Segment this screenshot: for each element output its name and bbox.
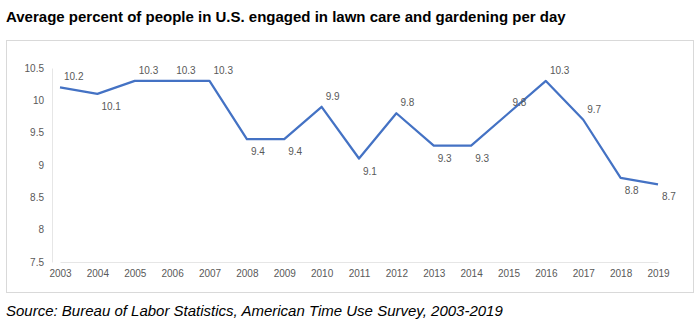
x-tick-label: 2005 bbox=[124, 268, 147, 279]
y-tick: 9.5 bbox=[30, 127, 52, 138]
x-tick: 2018 bbox=[610, 262, 633, 279]
y-tick: 10.5 bbox=[25, 63, 52, 74]
source: Source: Bureau of Labor Statistics, Amer… bbox=[6, 302, 503, 319]
title: Average percent of people in U.S. engage… bbox=[6, 8, 566, 25]
y-tick-label: 9 bbox=[38, 160, 44, 171]
x-tick: 2010 bbox=[311, 262, 334, 279]
x-tick-label: 2008 bbox=[236, 268, 259, 279]
plot-area bbox=[60, 81, 658, 184]
x-tick: 2009 bbox=[274, 262, 297, 279]
x-tick: 2003 bbox=[49, 262, 72, 279]
x-tick: 2015 bbox=[498, 262, 521, 279]
y-tick-label: 8 bbox=[38, 224, 44, 235]
x-tick-label: 2009 bbox=[274, 268, 297, 279]
x-tick-label: 2013 bbox=[423, 268, 446, 279]
x-tick-label: 2017 bbox=[573, 268, 596, 279]
x-tick: 2019 bbox=[647, 262, 670, 279]
data-labels: 10.2 10.1 10.3 10.3 10.3 9.4 9.4 9.9 9.1 9.8 9.3 9.… bbox=[64, 65, 676, 202]
x-tick-label: 2004 bbox=[87, 268, 110, 279]
data-label: 10.3 bbox=[176, 65, 196, 76]
y-axis-line bbox=[52, 69, 53, 263]
x-tick: 2004 bbox=[87, 262, 110, 279]
x-tick: 2012 bbox=[386, 262, 409, 279]
x-axis-line bbox=[61, 262, 659, 263]
y-tick-label: 10 bbox=[33, 95, 45, 106]
x-tick: 2005 bbox=[124, 262, 147, 279]
data-label: 9.8 bbox=[513, 97, 527, 108]
x-tick-label: 2019 bbox=[647, 268, 670, 279]
y-tick-label: 7.5 bbox=[30, 257, 44, 268]
data-label: 10.2 bbox=[64, 71, 84, 82]
data-label: 10.3 bbox=[214, 65, 234, 76]
data-label: 9.8 bbox=[400, 97, 414, 108]
data-label: 8.8 bbox=[625, 185, 639, 196]
y-tick-label: 10.5 bbox=[25, 63, 45, 74]
y-tick: 7.5 bbox=[30, 257, 52, 268]
x-tick-label: 2003 bbox=[49, 268, 72, 279]
x-tick-label: 2006 bbox=[162, 268, 185, 279]
x-tick-label: 2018 bbox=[610, 268, 633, 279]
x-tick: 2013 bbox=[423, 262, 446, 279]
y-tick: 9 bbox=[38, 160, 52, 171]
x-tick: 2011 bbox=[349, 262, 371, 279]
data-label: 10.3 bbox=[139, 65, 159, 76]
x-tick: 2007 bbox=[199, 262, 222, 279]
data-label: 10.1 bbox=[101, 101, 121, 112]
data-label: 9.4 bbox=[288, 146, 302, 157]
x-tick-label: 2014 bbox=[461, 268, 484, 279]
x-axis: 2003 2004 2005 2006 2007 2008 2009 2010 2011 2012… bbox=[49, 262, 670, 279]
x-tick-label: 2012 bbox=[386, 268, 409, 279]
data-label: 8.7 bbox=[662, 191, 676, 202]
x-tick-label: 2015 bbox=[498, 268, 521, 279]
x-tick-label: 2007 bbox=[199, 268, 222, 279]
x-tick-label: 2011 bbox=[349, 268, 371, 279]
y-tick: 8 bbox=[38, 224, 52, 235]
x-tick-label: 2010 bbox=[311, 268, 334, 279]
data-label: 9.4 bbox=[251, 146, 265, 157]
y-tick-label: 9.5 bbox=[30, 127, 44, 138]
chart-frame bbox=[7, 41, 694, 293]
data-label: 9.3 bbox=[438, 153, 452, 164]
y-axis: 7.5 8 8.5 9 9.5 10 10.5 bbox=[25, 63, 53, 268]
data-label: 9.3 bbox=[475, 153, 489, 164]
x-tick: 2017 bbox=[573, 262, 596, 279]
y-tick-label: 8.5 bbox=[30, 192, 44, 203]
y-tick: 10 bbox=[33, 95, 52, 106]
data-label: 10.3 bbox=[550, 65, 570, 76]
line bbox=[60, 81, 658, 184]
data-label: 9.1 bbox=[363, 166, 377, 177]
chart: Average percent of people in U.S. engage… bbox=[0, 0, 700, 326]
x-tick: 2006 bbox=[162, 262, 185, 279]
y-tick: 8.5 bbox=[30, 192, 52, 203]
x-tick: 2008 bbox=[236, 262, 259, 279]
x-tick: 2016 bbox=[535, 262, 558, 279]
data-label: 9.7 bbox=[587, 104, 601, 115]
x-tick: 2014 bbox=[461, 262, 484, 279]
x-tick-label: 2016 bbox=[535, 268, 558, 279]
data-label: 9.9 bbox=[326, 91, 340, 102]
